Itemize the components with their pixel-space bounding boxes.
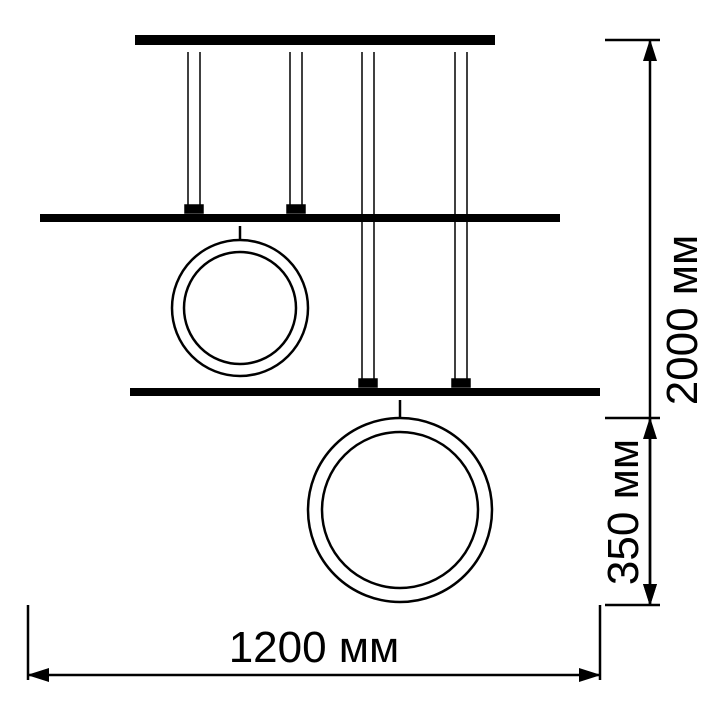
ring-upper [172, 240, 308, 376]
dim-height-ring-label: 350 мм [599, 439, 648, 585]
dim-width-label: 1200 мм [229, 623, 400, 672]
dim-height-full-label: 2000 мм [658, 235, 707, 406]
ring-lower [308, 418, 492, 602]
dimension-diagram: 1200 мм 2000 мм 350 мм [0, 0, 714, 720]
